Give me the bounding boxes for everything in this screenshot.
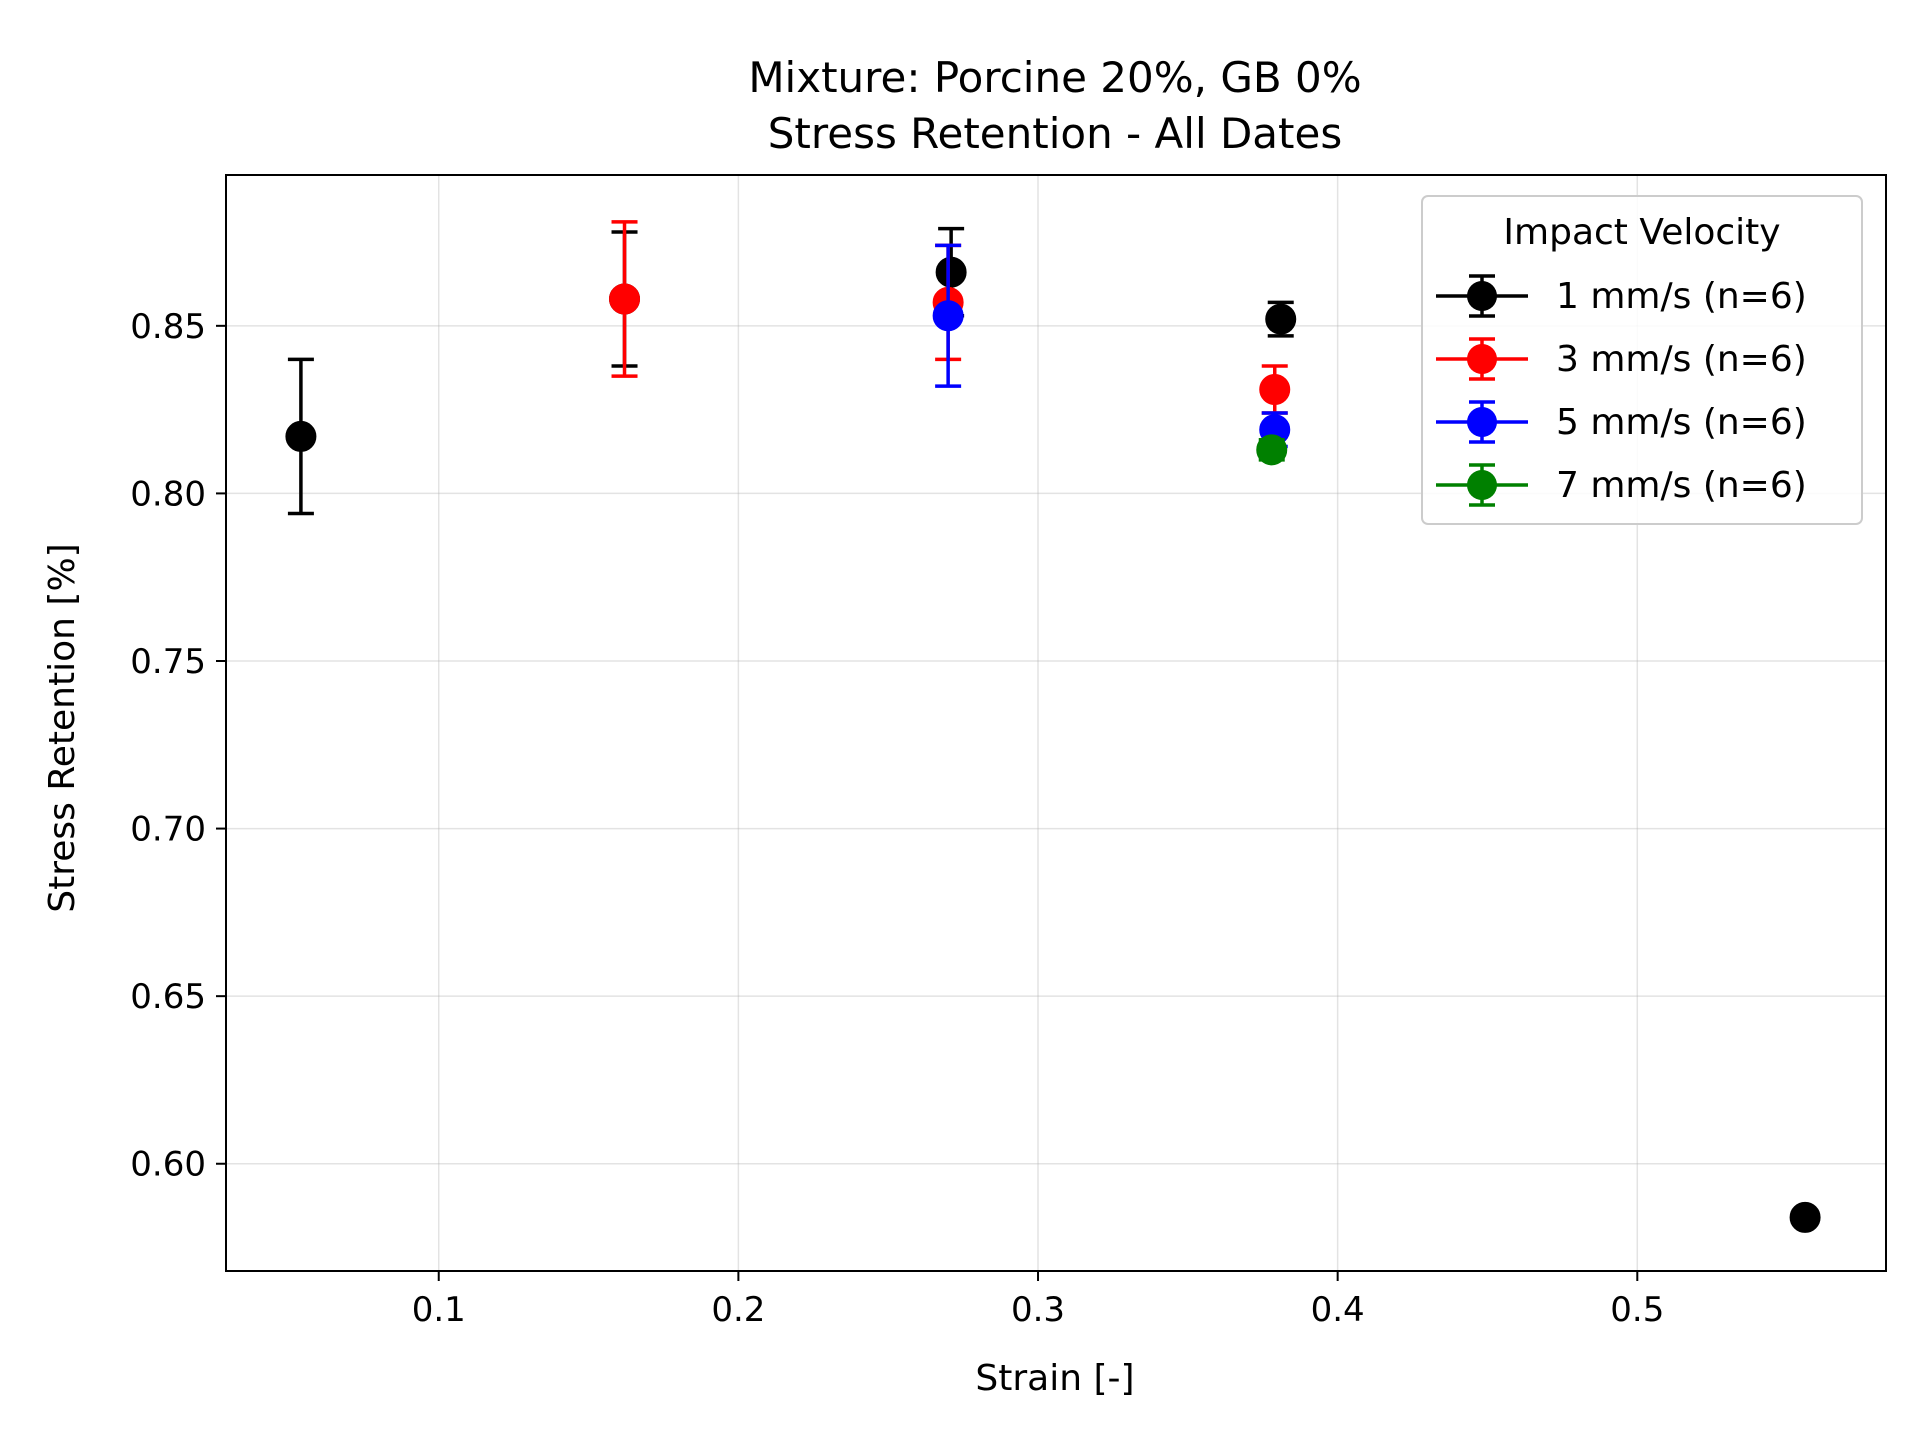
legend-label: 5 mm/s (n=6) <box>1556 402 1807 443</box>
y-tick-label: 0.65 <box>130 977 206 1017</box>
legend-marker <box>1467 470 1497 500</box>
data-marks <box>285 220 1821 1233</box>
axis-ticks: 0.1 0.2 0.3 0.4 0.5 0.60 0.65 0.70 0.75 0.80 0.85 <box>130 307 1664 1330</box>
legend-item: 3 mm/s (n=6) <box>1436 337 1807 381</box>
legend-label: 3 mm/s (n=6) <box>1556 339 1807 380</box>
legend-item: 1 mm/s (n=6) <box>1436 274 1807 318</box>
x-tick-label: 0.2 <box>711 1290 765 1330</box>
legend-label: 7 mm/s (n=6) <box>1556 465 1807 506</box>
data-point <box>285 420 317 452</box>
data-point <box>932 300 964 332</box>
x-tick-label: 0.5 <box>1610 1290 1664 1330</box>
legend-marker <box>1467 407 1497 437</box>
y-tick-label: 0.60 <box>130 1145 206 1185</box>
legend-item: 7 mm/s (n=6) <box>1436 463 1807 507</box>
legend-item: 5 mm/s (n=6) <box>1436 400 1807 444</box>
y-axis-label: Stress Retention [%] <box>42 543 83 912</box>
y-tick-label: 0.80 <box>130 474 206 514</box>
data-point <box>935 256 967 288</box>
data-point <box>1789 1201 1821 1233</box>
chart-subtitle: Stress Retention - All Dates <box>768 109 1343 158</box>
x-tick-label: 0.3 <box>1011 1290 1065 1330</box>
legend: Impact Velocity 1 mm/s (n=6) 3 mm/s (n=6) 5… <box>1421 195 1863 525</box>
chart-title: Mixture: Porcine 20%, GB 0% <box>748 53 1361 102</box>
series-group <box>1256 434 1288 466</box>
legend-title: Impact Velocity <box>1503 212 1780 253</box>
x-axis-label: Strain [-] <box>975 1358 1134 1399</box>
plot-frame <box>225 174 1887 1272</box>
series-group <box>932 243 1291 449</box>
x-tick-label: 0.4 <box>1311 1290 1365 1330</box>
x-tick-label: 0.1 <box>412 1290 466 1330</box>
data-point <box>609 283 641 315</box>
y-tick-label: 0.75 <box>130 642 206 682</box>
legend-label: 1 mm/s (n=6) <box>1556 276 1807 317</box>
legend-marker <box>1467 281 1497 311</box>
legend-marker <box>1467 344 1497 374</box>
data-point <box>1265 303 1297 335</box>
legend-box <box>1421 195 1863 525</box>
data-point <box>1256 434 1288 466</box>
data-point <box>1259 374 1291 406</box>
y-tick-label: 0.85 <box>130 307 206 347</box>
y-tick-label: 0.70 <box>130 810 206 850</box>
